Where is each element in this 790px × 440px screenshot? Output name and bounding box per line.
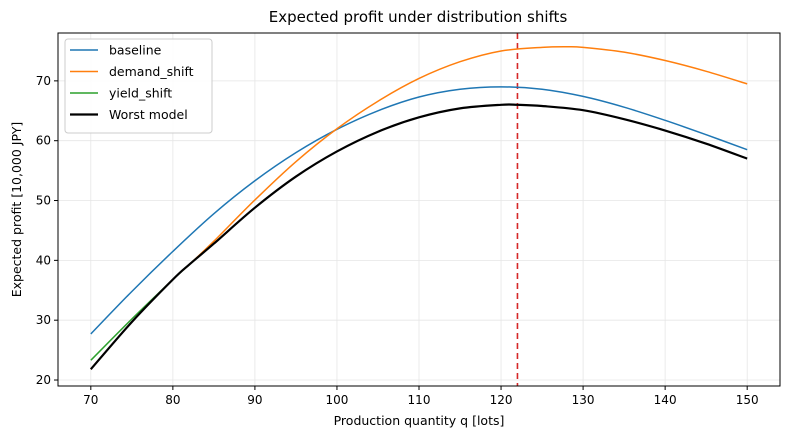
x-axis: 70 80 90 100 110 120 130 140 150 [83, 386, 759, 407]
legend-label: demand_shift [109, 64, 194, 79]
x-tick-label: 130 [572, 393, 595, 407]
x-tick-label: 110 [408, 393, 431, 407]
legend-box [64, 38, 213, 134]
legend-label: yield_shift [109, 86, 172, 101]
x-tick-label: 120 [490, 393, 513, 407]
y-tick-label: 50 [36, 194, 51, 208]
y-tick-label: 30 [36, 313, 51, 327]
chart-title: Expected profit under distribution shift… [269, 8, 568, 26]
x-tick-label: 100 [326, 393, 349, 407]
y-axis-label: Expected profit [10,000 JPY] [9, 122, 24, 298]
x-tick-label: 150 [736, 393, 759, 407]
legend-label: baseline [109, 43, 162, 58]
x-tick-label: 140 [654, 393, 677, 407]
y-tick-label: 20 [36, 373, 51, 387]
y-tick-label: 60 [36, 134, 51, 148]
y-tick-label: 70 [36, 74, 51, 88]
x-tick-label: 70 [83, 393, 98, 407]
y-axis: 20 30 40 50 60 70 [36, 74, 58, 387]
legend: baseline demand_shift yield_shift Worst mod… [64, 38, 213, 134]
series-group [89, 45, 748, 370]
series-line-worst-model [89, 103, 748, 370]
x-axis-label: Production quantity q [lots] [334, 413, 505, 428]
grid-lines [58, 33, 780, 386]
x-tick-label: 80 [165, 393, 180, 407]
y-tick-label: 40 [36, 253, 51, 267]
legend-label: Worst model [109, 107, 188, 122]
x-tick-label: 90 [247, 393, 262, 407]
series-line-baseline [90, 86, 748, 335]
